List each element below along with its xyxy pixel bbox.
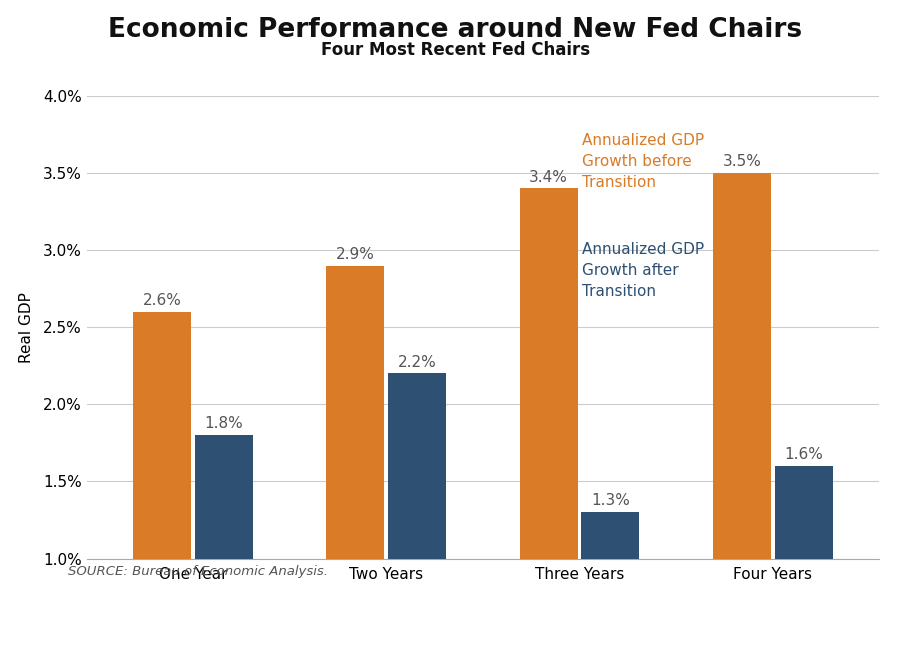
Text: 3.5%: 3.5% bbox=[722, 154, 762, 169]
Text: 2.9%: 2.9% bbox=[336, 247, 374, 262]
Text: Economic Performance around New Fed Chairs: Economic Performance around New Fed Chai… bbox=[108, 17, 803, 42]
Text: 1.6%: 1.6% bbox=[784, 447, 824, 462]
Text: 2.2%: 2.2% bbox=[398, 354, 436, 369]
Text: 2.6%: 2.6% bbox=[142, 293, 181, 308]
Bar bbox=[713, 173, 771, 661]
Text: S: S bbox=[221, 625, 238, 642]
Text: Annualized GDP
Growth after
Transition: Annualized GDP Growth after Transition bbox=[582, 242, 704, 299]
Text: EDERAL: EDERAL bbox=[36, 627, 99, 640]
Text: L: L bbox=[252, 625, 263, 642]
Text: B: B bbox=[157, 625, 169, 642]
Bar bbox=[195, 435, 252, 661]
Text: SOURCE: Bureau of Economic Analysis.: SOURCE: Bureau of Economic Analysis. bbox=[68, 565, 328, 578]
Bar bbox=[133, 312, 191, 661]
Text: OUIS: OUIS bbox=[261, 627, 297, 640]
Bar bbox=[581, 512, 640, 661]
Text: Annualized GDP
Growth before
Transition: Annualized GDP Growth before Transition bbox=[582, 133, 704, 190]
Text: R: R bbox=[88, 625, 100, 642]
Text: ANK: ANK bbox=[166, 627, 201, 640]
Bar bbox=[326, 266, 384, 661]
Text: 3.4%: 3.4% bbox=[529, 169, 568, 184]
Text: F: F bbox=[26, 625, 36, 642]
Bar bbox=[774, 466, 833, 661]
Y-axis label: Real GDP: Real GDP bbox=[19, 292, 35, 363]
Text: ESERVE: ESERVE bbox=[97, 627, 159, 640]
Bar bbox=[519, 188, 578, 661]
Text: 1.8%: 1.8% bbox=[204, 416, 243, 432]
Text: T.: T. bbox=[236, 627, 251, 640]
Bar bbox=[388, 373, 446, 661]
Text: Four Most Recent Fed Chairs: Four Most Recent Fed Chairs bbox=[321, 41, 590, 59]
Text: of: of bbox=[201, 626, 216, 641]
Text: 1.3%: 1.3% bbox=[591, 493, 630, 508]
